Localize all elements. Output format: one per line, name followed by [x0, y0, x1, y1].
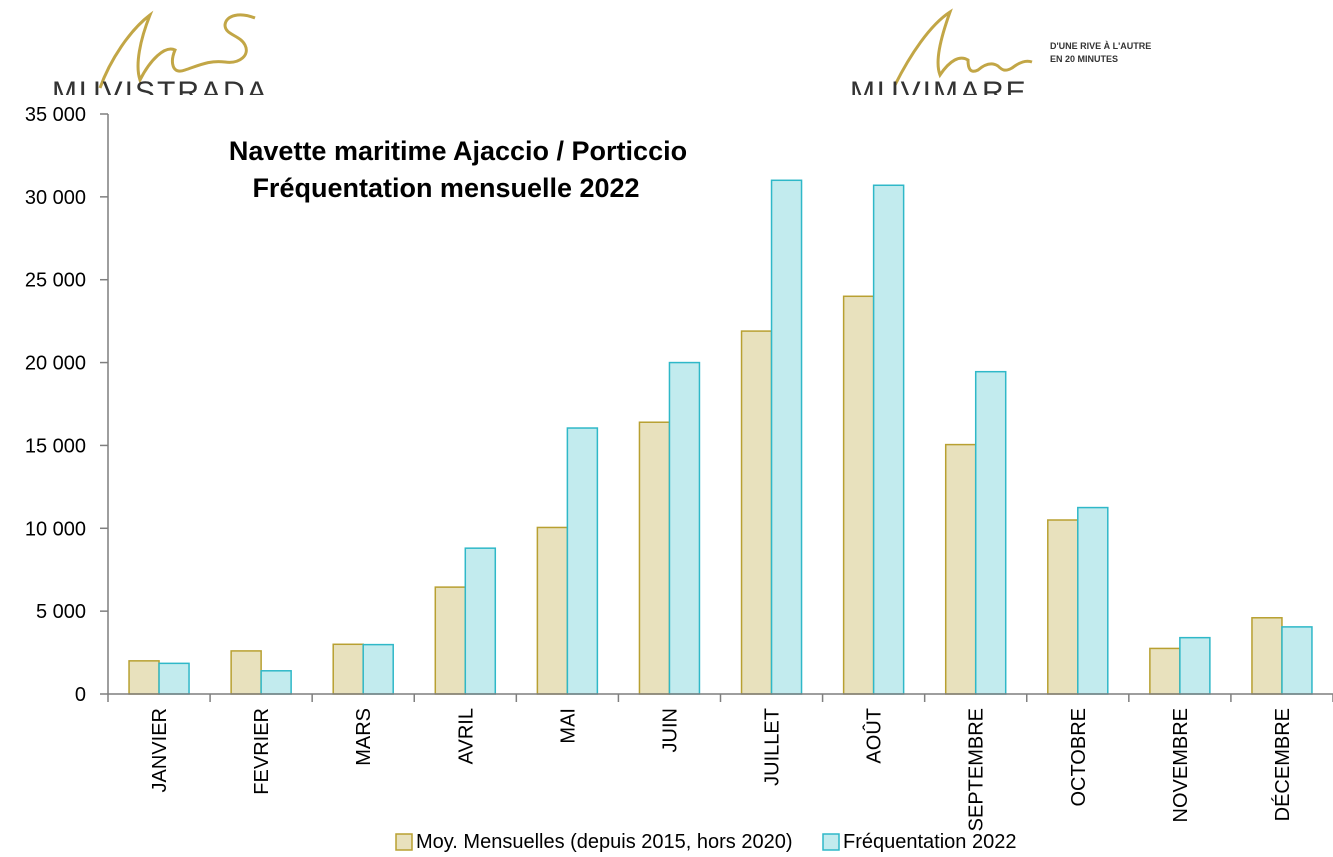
- bar-frequentation-2022: [974, 370, 1007, 695]
- x-category-label: NOVEMBRE: [1170, 708, 1192, 822]
- bar-moy-mensuelles: [1047, 519, 1079, 695]
- x-category-label: MARS: [353, 708, 375, 766]
- bar-frequentation-2022: [770, 179, 803, 695]
- y-tick-label: 30 000: [25, 187, 86, 209]
- bar-moy-mensuelles: [740, 330, 773, 695]
- y-tick-label: 15 000: [25, 435, 86, 457]
- bar-frequentation-2022: [464, 547, 497, 695]
- bar-moy-mensuelles: [128, 660, 160, 695]
- bar-moy-mensuelles: [1149, 647, 1181, 695]
- bar-moy-mensuelles: [638, 421, 671, 695]
- y-tick-label: 20 000: [25, 353, 86, 375]
- x-category-label: AOÛT: [863, 708, 886, 764]
- x-category-label: FEVRIER: [251, 708, 273, 795]
- bar-frequentation-2022: [158, 662, 190, 695]
- bar-frequentation-2022: [362, 643, 394, 695]
- x-category-label: OCTOBRE: [1068, 708, 1090, 807]
- y-tick-label: 10 000: [25, 518, 86, 540]
- bar-frequentation-2022: [1077, 506, 1109, 695]
- bar-moy-mensuelles: [434, 586, 467, 695]
- x-category-label: JUIN: [659, 708, 681, 752]
- x-category-label: JUILLET: [762, 708, 784, 786]
- legend-swatch-moy: [395, 833, 413, 851]
- bar-frequentation-2022: [1179, 636, 1211, 695]
- x-axis: JANVIER FEVRIER MARS AVRIL MAI JUIN JUILLET AOÛ…: [107, 693, 1333, 831]
- chart-title-line-1: Navette maritime Ajaccio / Porticcio: [229, 136, 687, 166]
- bars: [128, 179, 1313, 695]
- muvimare-tagline-1: D'UNE RIVE À L'AUTRE: [1050, 41, 1151, 51]
- legend: Moy. Mensuelles (depuis 2015, hors 2020)…: [395, 831, 1016, 853]
- bar-moy-mensuelles: [536, 526, 569, 695]
- bar-frequentation-2022: [872, 184, 905, 695]
- muvimare-logo-text: MUVIMARE: [850, 76, 1028, 95]
- muvistrada-logo: MUVISTRADA: [52, 10, 269, 95]
- muvistrada-logo-text: MUVISTRADA: [52, 76, 269, 95]
- x-category-label: SEPTEMBRE: [966, 708, 988, 831]
- muvimare-logo-swoosh: [893, 8, 1033, 86]
- bar-frequentation-2022: [260, 670, 292, 695]
- y-axis: 0 5 000 10 000 15 000 20 000 25 000 30 000 35 0…: [25, 104, 109, 706]
- y-tick-label: 5 000: [36, 601, 86, 623]
- y-tick-label: 0: [75, 684, 86, 706]
- y-tick-label: 35 000: [25, 104, 86, 126]
- x-category-label: AVRIL: [455, 708, 477, 764]
- muvimare-tagline-2: EN 20 MINUTES: [1050, 54, 1118, 64]
- chart-title-line-2: Fréquentation mensuelle 2022: [252, 173, 639, 203]
- bar-moy-mensuelles: [944, 443, 977, 695]
- bar-frequentation-2022: [566, 427, 599, 695]
- bar-frequentation-2022: [1281, 626, 1313, 695]
- legend-label-2022: Fréquentation 2022: [843, 831, 1016, 853]
- legend-label-moy: Moy. Mensuelles (depuis 2015, hors 2020): [416, 831, 793, 853]
- legend-swatch-2022: [822, 833, 840, 851]
- bar-moy-mensuelles: [332, 643, 364, 695]
- muvistrada-logo-swoosh: [98, 10, 256, 89]
- bar-moy-mensuelles: [842, 295, 875, 695]
- y-tick-label: 25 000: [25, 270, 86, 292]
- muvimare-logo: MUVIMARE D'UNE RIVE À L'AUTRE EN 20 MINU…: [850, 8, 1151, 95]
- x-category-label: DÉCEMBRE: [1271, 708, 1294, 821]
- bar-moy-mensuelles: [1251, 617, 1283, 695]
- x-category-label: MAI: [557, 708, 579, 744]
- bar-moy-mensuelles: [230, 650, 262, 695]
- x-category-label: JANVIER: [149, 708, 171, 792]
- bar-frequentation-2022: [668, 361, 701, 695]
